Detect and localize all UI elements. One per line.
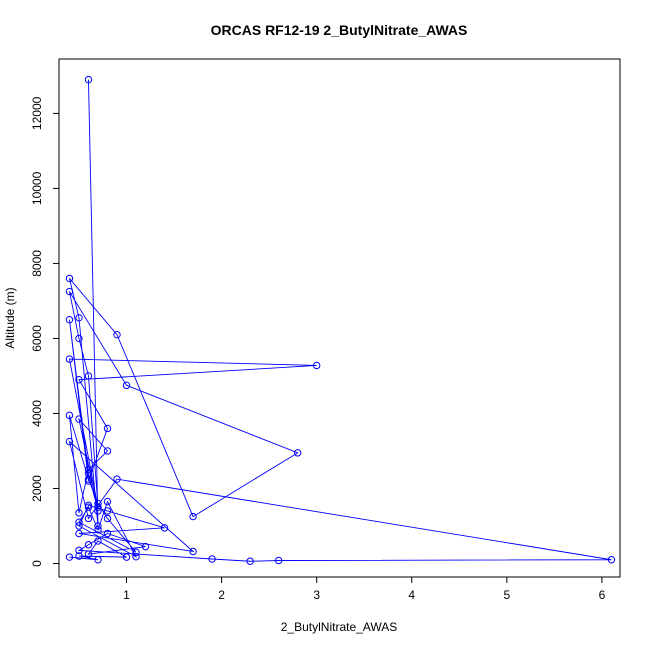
data-point <box>94 556 102 564</box>
data-point <box>103 424 112 433</box>
data-point <box>65 411 74 420</box>
data-point <box>75 376 83 384</box>
data-point <box>189 547 197 556</box>
data-point <box>84 475 93 483</box>
chart-title: ORCAS RF12-19 2_ButylNitrate_AWAS <box>211 22 468 38</box>
y-tick-label: 8000 <box>30 250 44 277</box>
data-point <box>75 529 83 538</box>
data-point <box>160 524 169 532</box>
data-point <box>84 541 93 549</box>
data-point <box>75 522 83 530</box>
data-point <box>94 503 102 511</box>
data-point <box>122 553 131 561</box>
data-point <box>84 372 93 380</box>
data-point <box>293 449 302 457</box>
data-point <box>65 355 74 363</box>
data-point <box>84 550 93 558</box>
x-tick-label: 2 <box>218 588 225 602</box>
data-point <box>75 518 83 526</box>
data-point <box>103 529 112 538</box>
x-axis-label: 2_ButylNitrate_AWAS <box>281 620 398 634</box>
data-point <box>75 334 83 343</box>
data-point <box>84 501 93 510</box>
data-point <box>94 526 102 534</box>
data-point <box>84 477 93 485</box>
x-tick-label: 1 <box>123 588 130 602</box>
x-axis: 1 2 3 4 5 6 <box>123 576 606 602</box>
series-layer <box>65 75 616 565</box>
data-point <box>113 330 121 339</box>
data-point <box>75 415 83 423</box>
y-tick-label: 6000 <box>30 325 44 352</box>
data-point <box>65 437 74 446</box>
y-tick-label: 0 <box>30 560 44 567</box>
data-point <box>94 537 102 545</box>
data-point <box>84 503 93 511</box>
data-point <box>274 556 283 565</box>
y-tick-label: 10000 <box>30 171 44 205</box>
data-point <box>65 553 74 561</box>
data-point <box>246 557 254 565</box>
data-point <box>65 287 74 296</box>
data-point <box>75 314 83 322</box>
data-point <box>103 497 112 506</box>
data-point <box>84 514 93 523</box>
data-point <box>132 548 140 556</box>
y-axis-label: Altitude (m) <box>3 287 17 348</box>
y-tick-label: 2000 <box>30 475 44 502</box>
data-point <box>122 381 131 390</box>
x-tick-label: 6 <box>599 588 606 602</box>
data-point <box>132 553 140 561</box>
y-tick-label: 4000 <box>30 400 44 427</box>
data-point <box>94 507 102 515</box>
data-point <box>75 552 83 560</box>
y-tick-label: 12000 <box>30 96 44 130</box>
data-point <box>94 499 102 508</box>
data-point <box>141 542 150 551</box>
data-point <box>84 466 93 474</box>
data-point <box>65 315 74 324</box>
data-point <box>84 75 93 84</box>
x-tick-label: 3 <box>313 588 320 602</box>
series-line <box>68 79 612 562</box>
data-point <box>113 475 121 483</box>
x-tick-label: 4 <box>408 588 415 602</box>
data-point <box>75 546 83 555</box>
data-point <box>189 512 197 521</box>
data-point <box>208 555 216 563</box>
data-point <box>75 509 83 517</box>
y-axis: 0 2000 4000 6000 8000 10000 12000 <box>30 96 60 567</box>
data-point <box>607 556 616 564</box>
data-point <box>65 274 74 283</box>
data-point <box>103 447 112 455</box>
data-point <box>103 507 112 515</box>
x-tick-label: 5 <box>504 588 511 602</box>
data-point <box>94 522 102 530</box>
data-point <box>103 514 112 523</box>
data-point <box>84 469 93 478</box>
data-point <box>312 361 321 370</box>
